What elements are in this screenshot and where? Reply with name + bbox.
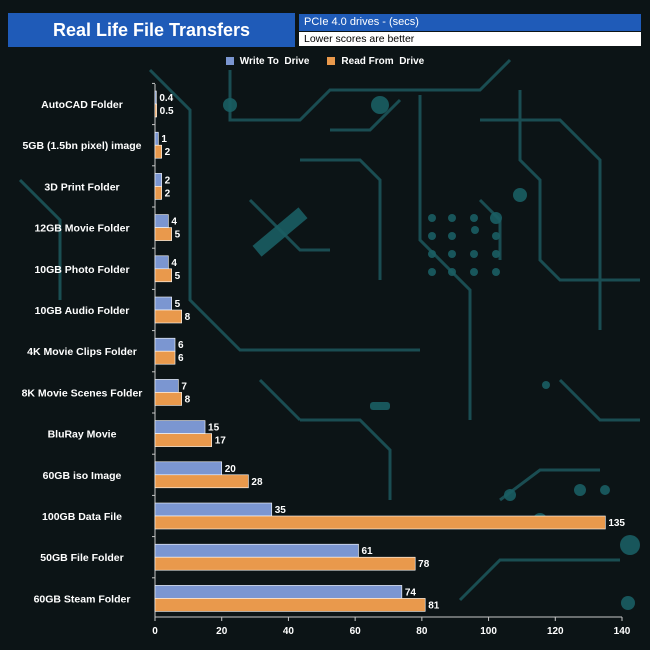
- data-label-read: 8: [185, 312, 191, 323]
- category-label: 60GB Steam Folder: [34, 593, 131, 605]
- data-label-read: 81: [428, 600, 440, 611]
- bar-write: [154, 543, 359, 558]
- bar-read: [154, 433, 213, 447]
- x-tick-label: 40: [283, 626, 295, 637]
- category-label: 5GB (1.5bn pixel) image: [22, 140, 141, 152]
- legend: Write To Drive Read From Drive: [0, 54, 650, 68]
- category-label: 100GB Data File: [42, 511, 122, 523]
- category-label: 8K Movie Scenes Folder: [22, 387, 143, 399]
- category-label: 50GB File Folder: [40, 552, 123, 564]
- category-label: 10GB Audio Folder: [35, 305, 130, 317]
- x-tick-label: 60: [350, 626, 362, 637]
- bar-read: [154, 309, 182, 324]
- bar-read: [154, 515, 606, 530]
- chart-subtitle: PCIe 4.0 drives - (secs): [299, 14, 641, 31]
- bar-write: [154, 502, 273, 517]
- bar-write: [154, 296, 172, 311]
- category-label: 4K Movie Clips Folder: [27, 346, 137, 358]
- data-label-write: 1: [161, 134, 167, 145]
- data-label-read: 2: [165, 147, 171, 158]
- data-label-read: 2: [165, 188, 171, 199]
- category-label: 3D Print Folder: [44, 181, 119, 193]
- data-label-read: 78: [418, 559, 430, 570]
- legend-swatch-read: [327, 57, 336, 65]
- bar-write: [154, 131, 159, 146]
- bar-write: [154, 461, 223, 476]
- data-label-read: 8: [185, 394, 191, 405]
- bar-read: [154, 350, 176, 365]
- legend-item-read: Read From Drive: [327, 54, 424, 68]
- category-label: 10GB Photo Folder: [34, 264, 129, 276]
- bar-write: [154, 585, 403, 599]
- bar-read: [154, 227, 172, 241]
- category-label: BluRay Movie: [48, 429, 117, 441]
- bar-read: [154, 598, 426, 612]
- data-label-write: 5: [175, 299, 181, 310]
- x-tick-label: 140: [614, 626, 631, 637]
- data-label-write: 74: [405, 587, 417, 598]
- bar-write: [154, 337, 176, 352]
- x-tick-label: 0: [152, 626, 158, 637]
- bar-read: [154, 392, 182, 406]
- data-label-read: 5: [175, 271, 181, 282]
- data-label-write: 0.4: [159, 93, 173, 104]
- legend-swatch-write: [225, 57, 234, 65]
- x-tick-label: 80: [416, 626, 428, 637]
- bar-write: [154, 214, 169, 228]
- legend-label-read: Read From Drive: [341, 55, 425, 67]
- data-label-write: 61: [361, 546, 373, 557]
- bar-read: [154, 268, 172, 283]
- category-label: 60GB iso Image: [43, 470, 122, 482]
- bar-write: [154, 90, 157, 105]
- data-label-read: 0.5: [160, 106, 174, 117]
- data-label-read: 135: [608, 518, 625, 529]
- x-tick-label: 20: [216, 626, 228, 637]
- bar-write: [154, 255, 169, 270]
- bar-read: [154, 556, 416, 571]
- data-label-write: 4: [171, 217, 177, 228]
- chart-note: Lower scores are better: [299, 32, 641, 46]
- data-label-write: 2: [165, 175, 171, 186]
- bar-write: [154, 173, 162, 187]
- bar-read: [154, 144, 162, 159]
- data-label-write: 6: [178, 340, 184, 351]
- bar-write: [154, 420, 206, 434]
- data-label-read: 5: [175, 230, 181, 241]
- data-label-read: 17: [215, 436, 227, 447]
- category-label: 12GB Movie Folder: [34, 223, 129, 235]
- legend-label-write: Write To Drive: [239, 55, 310, 67]
- bar-write: [154, 379, 179, 393]
- data-label-write: 15: [208, 423, 220, 434]
- data-label-write: 20: [225, 464, 237, 475]
- x-tick-label: 120: [547, 626, 564, 637]
- bar-read: [154, 186, 162, 200]
- category-label: AutoCAD Folder: [41, 99, 123, 111]
- bar-read: [154, 474, 249, 489]
- data-label-write: 35: [275, 505, 287, 516]
- data-label-read: 6: [178, 353, 184, 364]
- data-label-read: 28: [251, 477, 263, 488]
- data-label-write: 4: [171, 258, 177, 269]
- data-label-write: 7: [181, 381, 187, 392]
- x-tick-label: 100: [480, 626, 497, 637]
- chart-title: Real Life File Transfers: [8, 13, 295, 47]
- bar-read: [154, 103, 157, 118]
- legend-item-write: Write To Drive: [225, 54, 310, 68]
